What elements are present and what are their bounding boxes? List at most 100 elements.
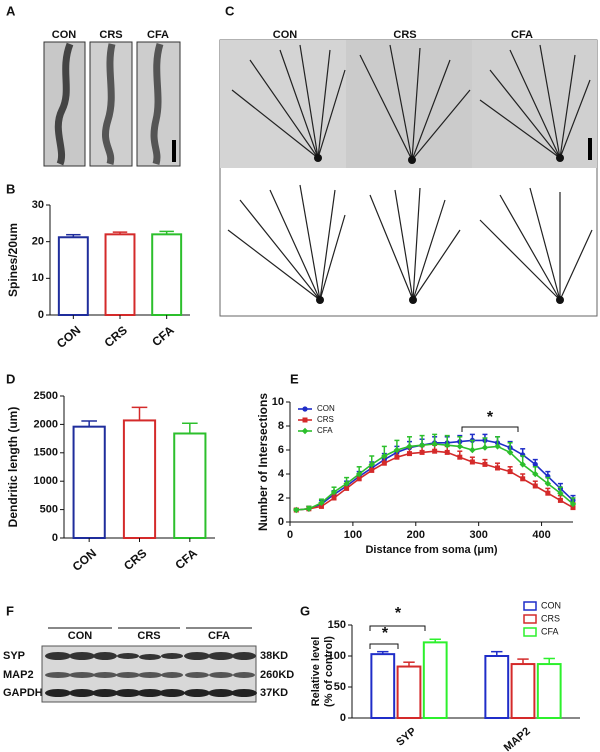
annotation: * — [395, 605, 402, 622]
point — [544, 480, 552, 487]
y-tick-label: 30 — [32, 199, 44, 211]
annotation: * — [487, 409, 494, 426]
point — [520, 476, 526, 482]
bar — [57, 236, 89, 316]
x-axis-label: Distance from soma (μm) — [365, 544, 497, 556]
point — [356, 476, 362, 482]
blot-size-label: 37KD — [260, 687, 288, 699]
panel-label: G — [300, 603, 310, 618]
image-label: CRS — [393, 29, 416, 41]
blot-size-label: 260KD — [260, 669, 294, 681]
x-tick-label: CRS — [121, 546, 149, 573]
point — [368, 461, 375, 468]
x-tick-label: CFA — [172, 546, 200, 572]
point — [344, 485, 350, 491]
x-tick-label: 400 — [532, 529, 550, 541]
point — [569, 500, 577, 508]
blot-row-label: MAP2 — [3, 669, 34, 681]
point — [418, 442, 426, 449]
y-tick-label: 2500 — [34, 390, 58, 402]
series-line — [296, 450, 574, 511]
y-tick-label: 8 — [278, 420, 284, 432]
point — [393, 446, 401, 454]
legend-label: CRS — [541, 613, 560, 623]
bar — [484, 655, 510, 719]
blot-size-label: 38KD — [260, 650, 288, 662]
point — [394, 454, 400, 460]
point — [444, 449, 450, 455]
y-tick-label: 0 — [52, 532, 58, 544]
y-tick-label: 10 — [272, 396, 284, 408]
y-tick-label: 6 — [278, 444, 284, 456]
point — [469, 459, 475, 465]
point — [419, 449, 425, 455]
blot-image — [41, 645, 257, 703]
legend-marker — [301, 427, 309, 435]
point — [406, 443, 413, 450]
legend-swatch — [523, 627, 537, 637]
image-label: CFA — [511, 29, 533, 41]
bar — [396, 665, 422, 719]
point — [305, 505, 313, 512]
point — [545, 490, 551, 496]
point — [318, 503, 324, 509]
point — [519, 461, 526, 468]
spine-images — [43, 41, 181, 167]
point — [481, 444, 489, 451]
point — [457, 454, 463, 460]
image-label: CON — [273, 29, 298, 41]
point — [330, 488, 338, 496]
y-tick-label: 150 — [328, 619, 346, 631]
y-axis-label: Dendritic length (um) — [6, 407, 20, 528]
image-label: CFA — [147, 29, 169, 41]
blot-group-label: CON — [68, 630, 93, 642]
point — [331, 495, 337, 501]
point — [570, 505, 576, 511]
image-label: CRS — [99, 29, 122, 41]
blot-group-label: CFA — [208, 630, 230, 642]
point — [355, 470, 363, 478]
legend-label: CRS — [317, 415, 334, 424]
point — [532, 483, 538, 489]
x-tick-label: 300 — [469, 529, 487, 541]
point — [369, 467, 375, 473]
blot-group-label: CRS — [137, 630, 160, 642]
bar — [151, 233, 183, 316]
significance-bracket — [369, 625, 426, 631]
y-axis-label: Relative level — [310, 637, 322, 707]
legend-swatch — [523, 614, 537, 624]
point — [293, 506, 300, 514]
legend-label: CFA — [317, 426, 333, 435]
point — [482, 461, 488, 467]
point — [318, 499, 325, 506]
point — [406, 451, 412, 457]
y-tick-label: 1000 — [34, 475, 58, 487]
y-tick-label: 50 — [334, 681, 346, 693]
point — [532, 461, 538, 467]
legend-marker — [302, 406, 308, 412]
y-axis-label: Number of Intersections — [256, 393, 270, 531]
legend-swatch — [523, 601, 537, 611]
panel-label: C — [225, 3, 235, 18]
y-axis-label: (% of control) — [323, 636, 335, 707]
point — [507, 469, 513, 475]
point — [494, 443, 501, 450]
blot-row-label: GAPDH — [3, 687, 43, 699]
y-tick-label: 500 — [40, 504, 58, 516]
point — [456, 443, 463, 450]
x-tick-label: 0 — [287, 529, 293, 541]
y-tick-label: 4 — [278, 468, 285, 480]
panel-label: B — [6, 181, 15, 196]
point — [495, 465, 501, 471]
x-tick-label: CON — [70, 546, 99, 574]
y-tick-label: 1500 — [34, 447, 58, 459]
point — [469, 446, 476, 454]
x-tick-label: 200 — [407, 529, 425, 541]
legend-label: CFA — [541, 626, 559, 636]
x-tick-label: CON — [54, 323, 83, 351]
x-tick-label: CFA — [149, 323, 177, 349]
bar — [422, 641, 448, 719]
y-tick-label: 0 — [38, 309, 44, 321]
panel-label: F — [6, 603, 14, 618]
